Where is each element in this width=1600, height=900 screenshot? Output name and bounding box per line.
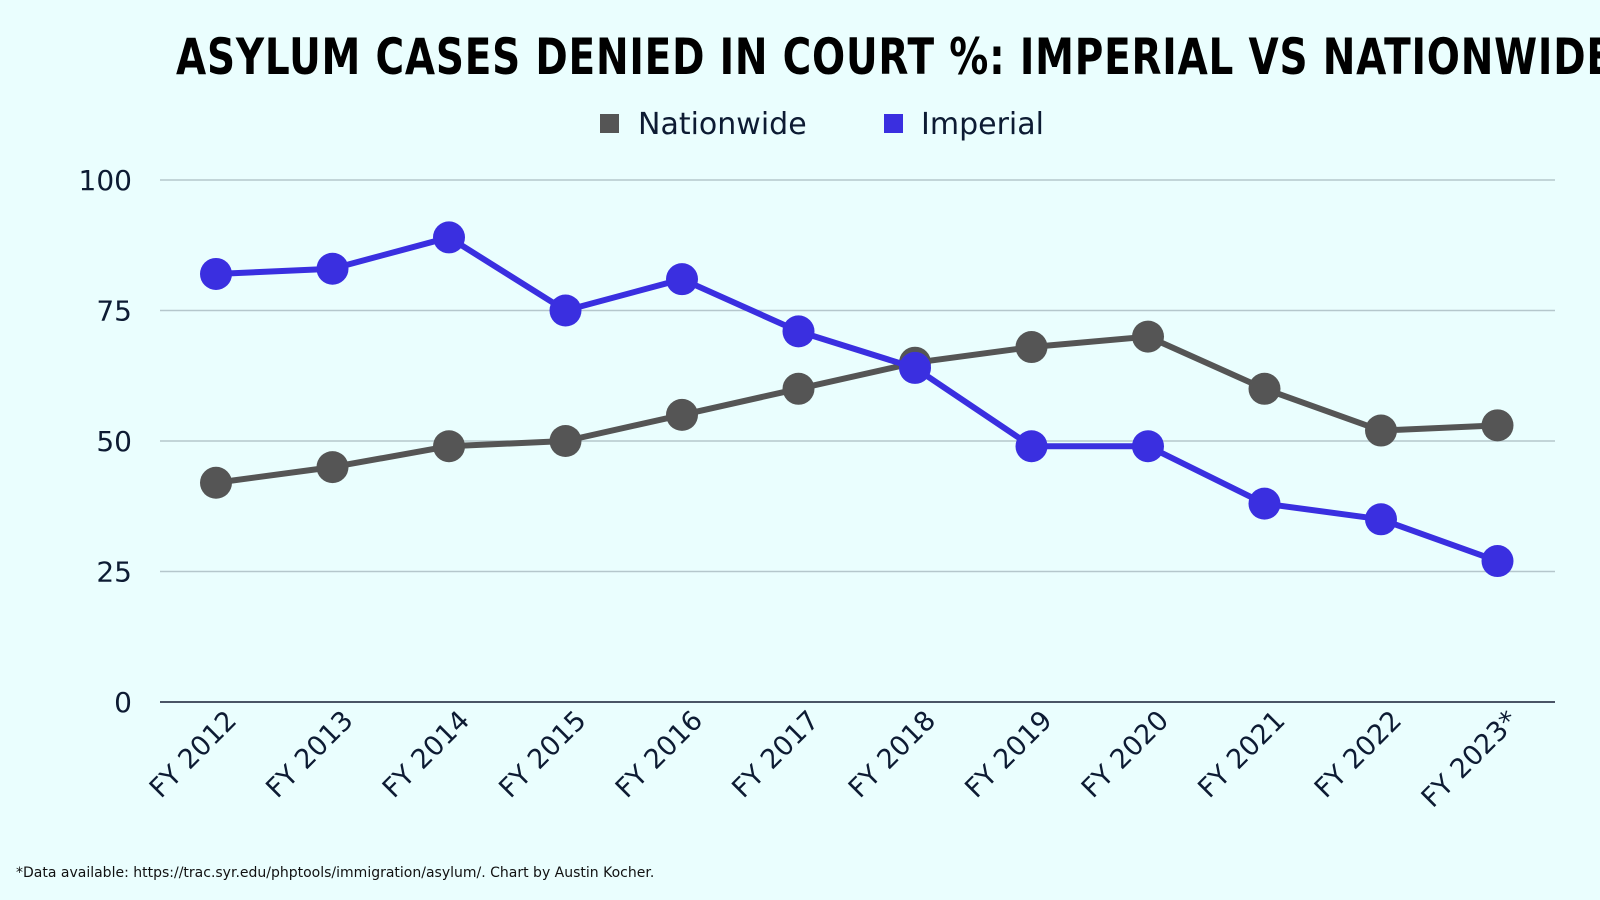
imperial-data-point [433, 221, 465, 254]
nationwide-series-line [213, 333, 1501, 486]
y-tick-label-0: 0 [114, 686, 132, 719]
x-tick-label: FY 2019 [959, 705, 1058, 804]
chart-gridlines [160, 179, 1555, 703]
x-tick-label: FY 2014 [377, 705, 476, 804]
imperial-data-point [1015, 430, 1048, 463]
x-tick-label: FY 2012 [144, 705, 243, 804]
nationwide-data-point [1248, 372, 1281, 405]
x-tick-label: FY 2016 [610, 705, 709, 804]
y-tick-label-50: 50 [96, 425, 132, 458]
nationwide-data-point [1132, 320, 1164, 353]
nationwide-data-point [1015, 331, 1048, 364]
imperial-data-point [1365, 503, 1397, 536]
imperial-data-point [782, 315, 815, 348]
chart-series [200, 221, 1514, 578]
x-tick-label: FY 2013 [260, 705, 359, 804]
nationwide-data-point [549, 425, 582, 457]
imperial-data-point [1481, 545, 1514, 578]
legend-swatch-nationwide [600, 114, 619, 133]
x-tick-label: FY 2023* [1416, 705, 1525, 814]
chart-title: ASYLUM CASES DENIED IN COURT %: IMPERIAL… [176, 28, 1600, 86]
chart-footnote: *Data available: https://trac.syr.edu/ph… [16, 865, 655, 881]
nationwide-data-point [316, 451, 349, 484]
x-tick-label: FY 2018 [843, 705, 942, 804]
x-axis-ticks: FY 2012 FY 2013 FY 2014 FY 2015 FY 2016 FY 20… [144, 705, 1525, 814]
nationwide-data-point [433, 430, 465, 463]
y-tick-label-75: 75 [96, 295, 132, 328]
imperial-series-line [213, 234, 1501, 565]
x-tick-label: FY 2021 [1192, 705, 1291, 804]
x-tick-label: FY 2020 [1076, 705, 1175, 804]
imperial-data-point [200, 257, 232, 290]
y-tick-label-25: 25 [96, 556, 132, 589]
imperial-data-point [1132, 430, 1164, 463]
legend-swatch-imperial [884, 114, 903, 133]
y-tick-label-100: 100 [79, 164, 132, 197]
nationwide-data-point [666, 398, 698, 431]
x-tick-label: FY 2017 [726, 705, 825, 804]
imperial-data-point [1248, 487, 1281, 520]
legend-label-nationwide: Nationwide [638, 107, 807, 142]
imperial-data-point [899, 351, 931, 384]
nationwide-data-point [1481, 409, 1514, 442]
imperial-data-point [549, 294, 582, 327]
legend-label-imperial: Imperial [921, 107, 1044, 142]
y-axis-ticks: 0 25 50 75 100 [79, 164, 132, 719]
imperial-data-point [316, 252, 349, 285]
nationwide-data-point [782, 372, 815, 405]
x-tick-label: FY 2022 [1309, 705, 1408, 804]
imperial-data-point [666, 263, 698, 296]
nationwide-data-point [1365, 414, 1397, 447]
x-tick-label: FY 2015 [493, 705, 592, 804]
chart-legend: Nationwide Imperial [600, 107, 1044, 142]
nationwide-data-point [200, 466, 232, 499]
